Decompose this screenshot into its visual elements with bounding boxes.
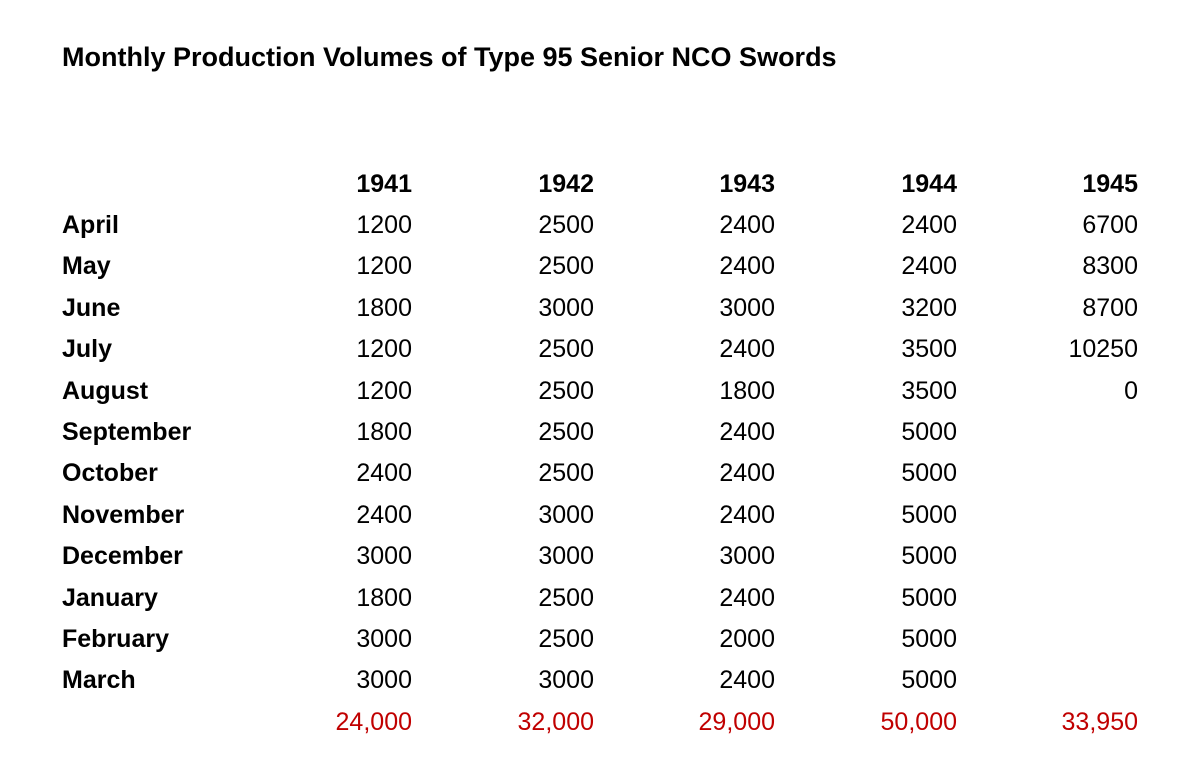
row-label: April bbox=[62, 211, 119, 239]
row-label: September bbox=[62, 418, 192, 446]
row-label: July bbox=[62, 335, 113, 364]
cell: 3000 bbox=[356, 666, 412, 695]
cell: 3000 bbox=[538, 666, 594, 695]
cell: 3500 bbox=[901, 376, 957, 405]
cell: 2000 bbox=[719, 625, 775, 653]
cell: 2400 bbox=[719, 211, 775, 239]
cell: 5000 bbox=[901, 500, 957, 529]
cell: 2400 bbox=[356, 500, 412, 529]
cell: 2500 bbox=[538, 459, 594, 488]
cell: 1800 bbox=[356, 583, 412, 612]
cell: 5000 bbox=[901, 542, 957, 571]
title: Monthly Production Volumes of Type 95 Se… bbox=[62, 42, 837, 72]
cell: 2400 bbox=[356, 459, 412, 488]
column-header: 1943 bbox=[719, 170, 775, 198]
cell: 1800 bbox=[356, 293, 412, 322]
row-label: August bbox=[62, 376, 149, 405]
cell: 3200 bbox=[901, 293, 957, 322]
cell: 2400 bbox=[719, 583, 775, 612]
column-header: 1945 bbox=[1082, 170, 1138, 198]
cell: 2400 bbox=[901, 211, 957, 239]
cell: 1200 bbox=[356, 211, 412, 239]
cell: 8300 bbox=[1082, 252, 1138, 281]
row-label: January bbox=[62, 583, 158, 612]
cell: 2500 bbox=[538, 335, 594, 364]
cell: 5000 bbox=[901, 459, 957, 488]
cell: 3500 bbox=[901, 335, 957, 364]
cell: 5000 bbox=[901, 666, 957, 695]
cell: 6700 bbox=[1082, 211, 1138, 239]
row-label: October bbox=[62, 459, 158, 488]
row-label: December bbox=[62, 542, 183, 571]
row-label: May bbox=[62, 252, 111, 281]
cell: 1200 bbox=[356, 335, 412, 364]
row-label: November bbox=[62, 500, 185, 529]
total: 32,000 bbox=[517, 707, 594, 736]
cell: 0 bbox=[1124, 376, 1138, 405]
cell: 2500 bbox=[538, 376, 594, 405]
cell: 1200 bbox=[356, 376, 412, 405]
cell: 2500 bbox=[538, 583, 594, 612]
cell: 3000 bbox=[356, 542, 412, 571]
row-label: June bbox=[62, 293, 121, 322]
cell: 2400 bbox=[901, 252, 957, 281]
cell: 2400 bbox=[719, 252, 775, 281]
cell: 5000 bbox=[901, 418, 957, 446]
cell: 2500 bbox=[538, 418, 594, 446]
cell: 3000 bbox=[719, 293, 775, 322]
cell: 1800 bbox=[719, 376, 775, 405]
cell: 3000 bbox=[719, 542, 775, 571]
column-header: 1941 bbox=[356, 170, 412, 198]
cell: 2400 bbox=[719, 459, 775, 488]
column-header: 1942 bbox=[538, 170, 594, 198]
cell: 2400 bbox=[719, 666, 775, 695]
cell: 2400 bbox=[719, 500, 775, 529]
total: 29,000 bbox=[698, 707, 775, 736]
cell: 5000 bbox=[901, 625, 957, 653]
cell: 10250 bbox=[1068, 335, 1138, 364]
cell: 3000 bbox=[538, 293, 594, 322]
total: 50,000 bbox=[880, 707, 957, 736]
cell: 1800 bbox=[356, 418, 412, 446]
cell: 3000 bbox=[538, 542, 594, 571]
row-label: February bbox=[62, 625, 169, 653]
cell: 5000 bbox=[901, 583, 957, 612]
total: 33,950 bbox=[1061, 707, 1138, 736]
cell: 8700 bbox=[1082, 293, 1138, 322]
row-label: March bbox=[62, 666, 136, 695]
cell: 1200 bbox=[356, 252, 412, 281]
cell: 2400 bbox=[719, 418, 775, 446]
column-header: 1944 bbox=[901, 170, 957, 198]
total: 24,000 bbox=[335, 707, 412, 736]
cell: 3000 bbox=[538, 500, 594, 529]
cell: 2400 bbox=[719, 335, 775, 364]
cell: 2500 bbox=[538, 211, 594, 239]
cell: 2500 bbox=[538, 252, 594, 281]
cell: 3000 bbox=[356, 625, 412, 653]
cell: 2500 bbox=[538, 625, 594, 653]
